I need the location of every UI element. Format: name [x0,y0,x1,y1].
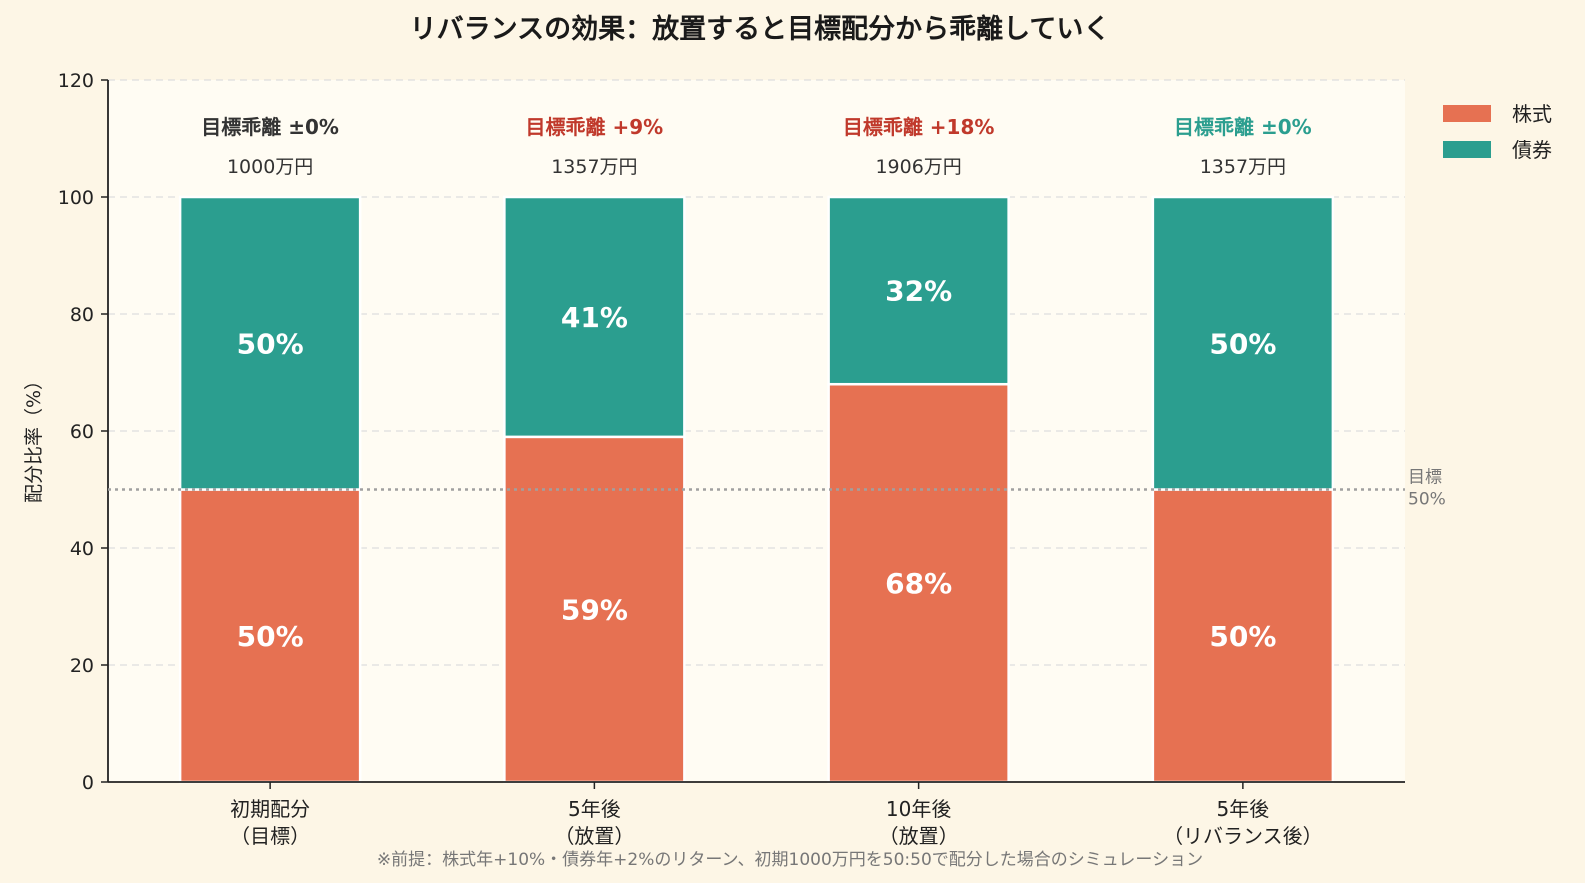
y-axis-label: 配分比率（%） [23,371,45,503]
y-tick-label: 80 [70,304,94,326]
deviation-label: 目標乖離 ±0% [201,115,339,139]
x-tick-label: 初期配分 [230,797,310,821]
bars [178,195,1335,784]
x-tick-label: （リバランス後） [1163,824,1323,848]
chart-title: リバランスの効果：放置すると目標配分から乖離していく [410,13,1111,45]
total-value-label: 1357万円 [551,156,637,178]
bar-value-label: 50% [1209,327,1276,360]
target-line-label: 50% [1408,490,1446,510]
legend-label: 債券 [1512,138,1552,162]
deviation-label: 目標乖離 +18% [843,115,995,139]
total-value-label: 1357万円 [1200,156,1286,178]
y-tick-label: 40 [70,538,94,560]
bar-segment [827,195,1010,386]
legend-label: 株式 [1512,102,1552,126]
bar-segment [178,488,362,784]
bar-value-label: 50% [237,327,304,360]
x-tick-label: （放置） [554,824,634,848]
bar-value-label: 50% [1209,620,1276,653]
deviation-label: 目標乖離 +9% [526,115,664,139]
legend-swatch [1443,105,1491,122]
y-tick-label: 60 [70,421,94,443]
bar-value-label: 32% [885,275,952,308]
x-tick-label: （目標） [230,824,310,848]
y-ticks: 0 20 40 60 80 100 120 [58,70,108,794]
deviation-label: 目標乖離 ±0% [1174,115,1312,139]
y-tick-label: 100 [58,187,94,209]
total-value-label: 1906万円 [875,156,961,178]
x-ticks: 初期配分 （目標） 5年後 （放置） 10年後 （放置） 5年後 （リバランス後） [230,782,1323,848]
bar-segment [503,195,686,439]
y-tick-label: 0 [82,772,94,794]
target-line-label: 目標 [1408,468,1442,488]
x-tick-label: 10年後 [886,797,951,821]
x-tick-label: （放置） [879,824,959,848]
bar-value-label: 50% [237,620,304,653]
x-tick-label: 5年後 [568,797,621,821]
legend-swatch [1443,141,1491,158]
x-tick-label: 5年後 [1217,797,1270,821]
y-tick-label: 20 [70,655,94,677]
bar-value-label: 41% [561,301,628,334]
bar-segment [1151,195,1335,491]
bar-value-label: 68% [885,567,952,600]
annotations: 50% 50% 目標乖離 ±0% 1000万円 59% 41% 目標乖離 +9% 1357万円… [201,115,1311,653]
y-tick-label: 120 [58,70,94,92]
footnote: ※前提：株式年+10%・債券年+2%のリターン、初期1000万円を50:50で配… [377,850,1203,870]
total-value-label: 1000万円 [227,156,313,178]
bar-value-label: 59% [561,593,628,626]
